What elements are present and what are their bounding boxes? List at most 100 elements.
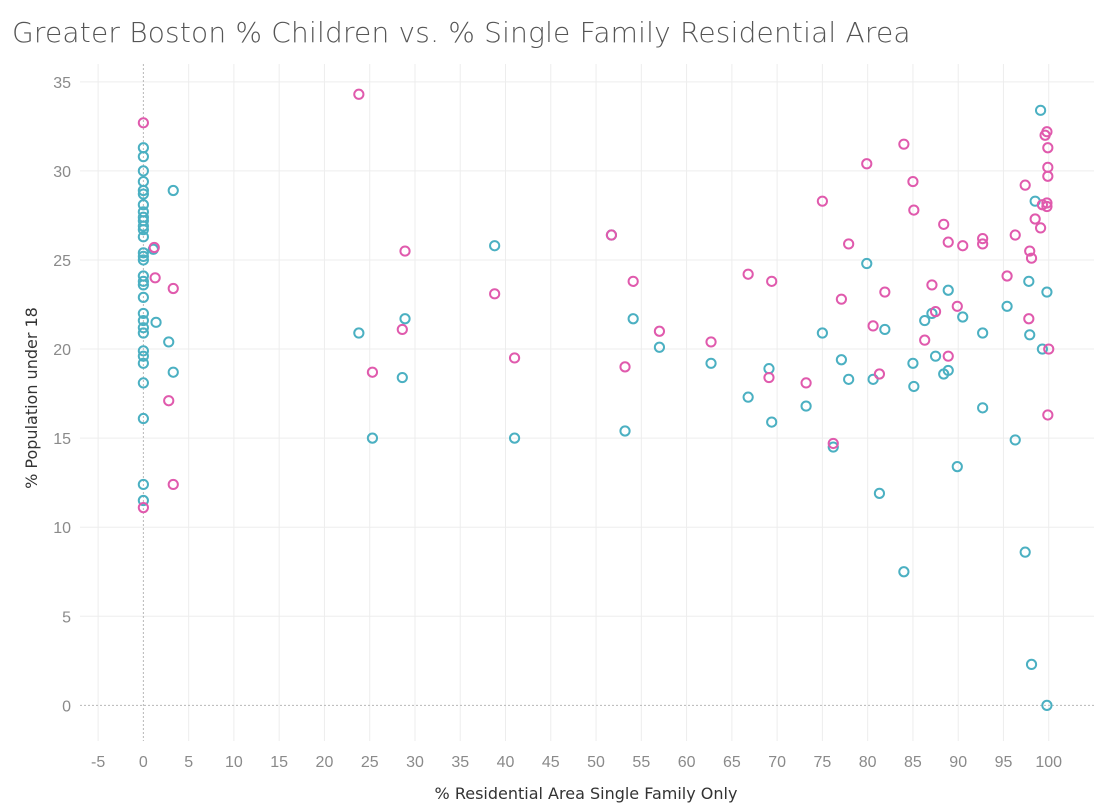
data-point-teal[interactable] [167, 184, 179, 197]
data-point-teal[interactable] [150, 316, 162, 328]
data-point-pink[interactable] [1025, 252, 1038, 264]
data-point-teal[interactable] [137, 357, 149, 369]
data-point-pink[interactable] [399, 245, 411, 257]
data-point-teal[interactable] [137, 345, 149, 357]
data-point-pink[interactable] [919, 334, 931, 346]
data-point-teal[interactable] [977, 402, 989, 414]
data-point-teal[interactable] [919, 314, 931, 327]
data-point-pink[interactable] [653, 325, 666, 337]
data-point-pink[interactable] [861, 158, 873, 170]
data-point-teal[interactable] [1023, 275, 1035, 287]
data-point-pink[interactable] [1024, 245, 1036, 257]
data-point-teal[interactable] [1024, 329, 1036, 341]
data-point-teal[interactable] [137, 184, 149, 197]
data-point-teal[interactable] [167, 366, 179, 378]
data-point-pink[interactable] [1042, 142, 1054, 154]
data-point-teal[interactable] [137, 494, 149, 507]
data-point-teal[interactable] [489, 240, 501, 252]
data-point-pink[interactable] [1029, 213, 1041, 225]
data-point-pink[interactable] [951, 300, 963, 312]
data-point-pink[interactable] [489, 288, 501, 300]
data-point-pink[interactable] [627, 275, 639, 287]
data-point-teal[interactable] [816, 327, 828, 339]
data-point-teal[interactable] [800, 400, 812, 412]
data-point-teal[interactable] [137, 151, 149, 163]
data-point-teal[interactable] [942, 364, 954, 377]
data-point-pink[interactable] [867, 320, 879, 332]
data-point-teal[interactable] [1034, 104, 1047, 116]
data-point-teal[interactable] [137, 250, 149, 263]
data-point-pink[interactable] [1042, 170, 1054, 182]
data-point-teal[interactable] [137, 275, 149, 287]
data-point-pink[interactable] [1042, 409, 1054, 421]
data-point-teal[interactable] [908, 380, 920, 393]
data-point-pink[interactable] [926, 279, 938, 291]
data-point-teal[interactable] [137, 307, 149, 320]
data-point-teal[interactable] [1025, 658, 1038, 670]
data-point-pink[interactable] [800, 377, 812, 389]
data-point-pink[interactable] [1043, 343, 1055, 355]
data-point-teal[interactable] [137, 377, 149, 389]
data-point-teal[interactable] [396, 371, 408, 384]
data-point-pink[interactable] [816, 195, 828, 207]
data-points[interactable] [137, 88, 1055, 711]
data-point-teal[interactable] [137, 322, 149, 334]
data-point-teal[interactable] [137, 327, 149, 339]
data-point-pink[interactable] [705, 336, 717, 348]
data-point-pink[interactable] [907, 175, 919, 188]
data-point-teal[interactable] [137, 478, 149, 491]
data-point-pink[interactable] [938, 218, 950, 230]
data-point-pink[interactable] [879, 286, 891, 298]
data-point-pink[interactable] [742, 268, 754, 280]
data-point-teal[interactable] [399, 313, 411, 325]
data-point-pink[interactable] [167, 282, 179, 295]
data-point-pink[interactable] [167, 478, 179, 491]
data-point-pink[interactable] [137, 502, 149, 514]
data-point-teal[interactable] [705, 357, 717, 369]
data-point-teal[interactable] [1009, 434, 1021, 446]
data-point-pink[interactable] [929, 306, 942, 318]
data-point-teal[interactable] [619, 425, 631, 437]
data-point-pink[interactable] [977, 232, 989, 245]
data-point-teal[interactable] [873, 487, 886, 499]
data-point-pink[interactable] [1009, 229, 1021, 241]
data-point-pink[interactable] [508, 352, 521, 364]
data-point-pink[interactable] [149, 272, 161, 284]
data-point-pink[interactable] [843, 238, 855, 250]
data-point-teal[interactable] [137, 291, 149, 303]
data-point-teal[interactable] [942, 284, 954, 296]
data-point-pink[interactable] [1019, 179, 1031, 191]
data-point-pink[interactable] [835, 293, 848, 305]
data-point-teal[interactable] [137, 279, 149, 291]
data-point-teal[interactable] [929, 350, 942, 362]
data-point-pink[interactable] [908, 204, 920, 216]
data-point-teal[interactable] [867, 373, 879, 385]
data-point-teal[interactable] [879, 323, 891, 336]
data-point-teal[interactable] [137, 254, 149, 266]
data-point-pink[interactable] [605, 229, 618, 241]
data-point-teal[interactable] [353, 327, 365, 339]
data-point-teal[interactable] [137, 220, 149, 232]
data-point-pink[interactable] [827, 437, 839, 450]
data-point-teal[interactable] [843, 373, 855, 385]
data-point-teal[interactable] [137, 224, 149, 236]
data-point-teal[interactable] [627, 313, 639, 325]
data-point-pink[interactable] [763, 371, 775, 384]
data-point-pink[interactable] [1041, 200, 1053, 213]
data-point-pink[interactable] [163, 395, 175, 407]
data-point-teal[interactable] [653, 341, 666, 353]
data-point-teal[interactable] [763, 363, 775, 375]
data-point-teal[interactable] [137, 412, 149, 425]
data-point-teal[interactable] [742, 391, 754, 403]
data-point-teal[interactable] [508, 432, 521, 444]
data-point-teal[interactable] [1019, 546, 1031, 558]
data-point-pink[interactable] [619, 361, 631, 373]
data-point-pink[interactable] [366, 366, 379, 378]
data-point-pink[interactable] [942, 236, 954, 248]
data-point-teal[interactable] [827, 441, 839, 453]
data-point-pink[interactable] [137, 117, 149, 129]
data-point-teal[interactable] [1041, 286, 1053, 298]
data-point-teal[interactable] [366, 432, 379, 444]
data-point-pink[interactable] [1023, 313, 1035, 325]
data-point-teal[interactable] [137, 199, 149, 211]
